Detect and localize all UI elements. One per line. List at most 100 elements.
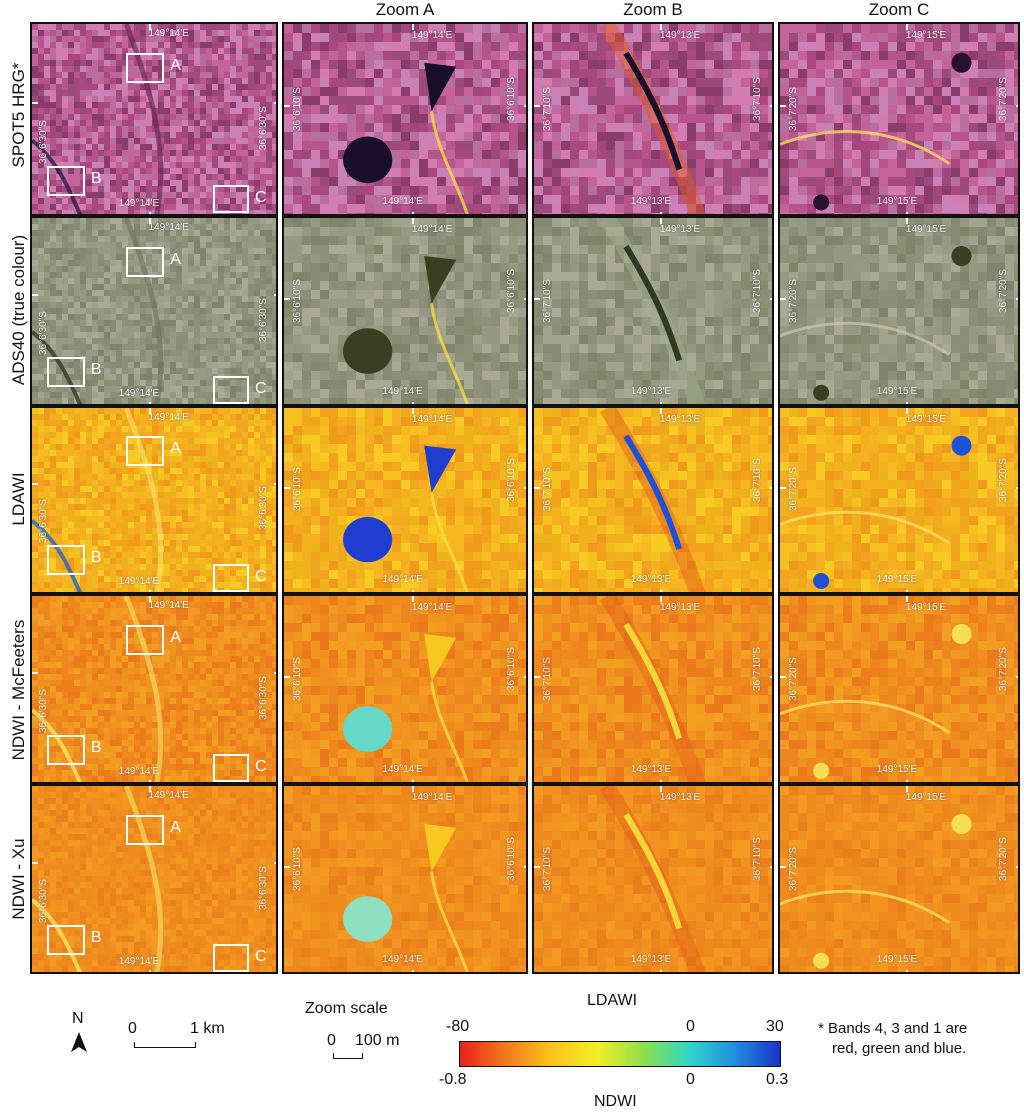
raster-image	[780, 596, 1018, 782]
longitude-label-bottom: 149°13'E	[630, 574, 672, 585]
zoom-box-c	[213, 943, 250, 972]
longitude-label-top: 149°13'E	[659, 792, 701, 803]
coordinate-tick	[905, 402, 908, 404]
coordinate-tick	[148, 596, 151, 602]
overview-panel-ads: 149°14'E 149°14'E 36°6'30"S 36°6'30"S A B C	[30, 216, 278, 406]
longitude-label-bottom: 149°15'E	[876, 574, 918, 585]
colorbar-bottom-tick-min: -0.8	[439, 1071, 467, 1088]
raster-image	[534, 786, 772, 972]
zoom-box-a	[126, 53, 165, 84]
latitude-label-left: 36°7'20"S	[788, 846, 799, 891]
longitude-label-top: 149°13'E	[659, 30, 701, 41]
raster-image	[284, 24, 526, 214]
coordinate-tick	[148, 408, 151, 414]
raster-image	[780, 218, 1018, 404]
coordinate-tick	[284, 486, 290, 489]
coordinate-tick	[1016, 105, 1018, 108]
latitude-label-right: 36°7'20"S	[998, 458, 1009, 502]
zoom-panel-spot-b: 149°13'E 149°13'E 36°7'10"S 36°7'10"S	[532, 22, 774, 216]
coordinate-tick	[905, 212, 908, 214]
longitude-label-top: 149°13'E	[659, 602, 701, 613]
latitude-label-left: 36°7'10"S	[542, 86, 553, 131]
coordinate-tick	[148, 24, 151, 30]
latitude-label-right: 36°7'10"S	[752, 77, 763, 121]
coordinate-tick	[148, 212, 151, 214]
latitude-label-left: 36°7'20"S	[788, 467, 799, 512]
zoom-scale-line	[333, 1053, 363, 1059]
coordinate-tick	[534, 105, 540, 108]
overview-panel-spot: 149°14'E 149°14'E 36°6'30"S 36°6'30"S A B C	[30, 22, 278, 216]
coordinate-tick	[780, 865, 786, 868]
latitude-label-left: 36°6'30"S	[38, 878, 49, 923]
latitude-label-left: 36°6'10"S	[292, 86, 303, 131]
zoom-scale-title: Zoom scale	[305, 1000, 388, 1017]
coordinate-tick	[534, 486, 540, 489]
coordinate-tick	[780, 486, 786, 489]
zoom-box-label-b: B	[90, 928, 102, 946]
overview-panel-xu: 149°14'E 149°14'E 36°6'30"S 36°6'30"S A B C	[30, 784, 278, 974]
coordinate-tick	[411, 218, 414, 224]
column-header-zoom-c: Zoom C	[868, 0, 930, 19]
coordinate-tick	[411, 24, 414, 30]
latitude-label-left: 36°6'30"S	[38, 119, 49, 164]
longitude-label-bottom: 149°14'E	[118, 956, 160, 967]
longitude-label-bottom: 149°15'E	[876, 386, 918, 397]
coordinate-tick	[780, 105, 786, 108]
latitude-label-right: 36°7'20"S	[998, 647, 1009, 691]
colorbar-title-bottom: NDWI	[594, 1093, 637, 1110]
zoom-panel-spot-a: 149°14'E 149°14'E 36°6'10"S 36°6'10"S	[282, 22, 528, 216]
longitude-label-top: 149°13'E	[659, 224, 701, 235]
coordinate-tick	[770, 865, 772, 868]
km-scale-line	[134, 1042, 196, 1048]
coordinate-tick	[659, 24, 662, 30]
longitude-label-top: 149°14'E	[148, 412, 189, 423]
longitude-label-top: 149°15'E	[905, 414, 947, 425]
coordinate-tick	[905, 780, 908, 782]
zoom-box-label-c: C	[255, 947, 267, 965]
colorbar-title-top: LDAWI	[587, 992, 638, 1009]
zoom-box-b	[46, 356, 85, 387]
coordinate-tick	[148, 970, 151, 972]
latitude-label-right: 36°6'30"S	[258, 865, 269, 910]
coordinate-tick	[534, 865, 540, 868]
coordinate-tick	[148, 218, 151, 224]
raster-image	[32, 596, 276, 782]
latitude-label-right: 36°7'10"S	[752, 647, 763, 691]
raster-image	[534, 24, 772, 214]
coordinate-tick	[780, 297, 786, 300]
longitude-label-bottom: 149°14'E	[382, 574, 423, 585]
longitude-label-bottom: 149°14'E	[382, 386, 423, 397]
zoom-scale-zero: 0	[327, 1032, 336, 1049]
longitude-label-bottom: 149°14'E	[118, 576, 160, 587]
zoom-box-label-a: A	[170, 57, 181, 75]
zoom-box-label-a: A	[170, 628, 181, 646]
coordinate-tick	[1016, 486, 1018, 489]
coordinate-tick	[524, 675, 526, 678]
zoom-box-label-c: C	[255, 757, 267, 775]
latitude-label-left: 36°7'20"S	[788, 86, 799, 131]
latitude-label-left: 36°6'30"S	[38, 688, 49, 733]
coordinate-tick	[274, 862, 276, 864]
zoom-box-label-c: C	[255, 379, 267, 397]
north-label: N	[72, 1010, 84, 1027]
latitude-label-left: 36°7'20"S	[788, 278, 799, 323]
coordinate-tick	[1016, 297, 1018, 300]
zoom-panel-xu-c: 149°15'E 149°15'E 36°7'20"S 36°7'20"S	[778, 784, 1020, 974]
coordinate-tick	[534, 297, 540, 300]
zoom-panel-mcf-a: 149°14'E 149°14'E 36°6'10"S 36°6'10"S	[282, 594, 528, 784]
latitude-label-left: 36°6'30"S	[38, 310, 49, 355]
longitude-label-bottom: 149°15'E	[876, 764, 918, 775]
latitude-label-right: 36°7'20"S	[998, 77, 1009, 121]
raster-image	[32, 786, 276, 972]
coordinate-tick	[411, 402, 414, 404]
zoom-box-label-b: B	[90, 549, 102, 567]
coordinate-tick	[905, 786, 908, 792]
raster-image	[534, 218, 772, 404]
coordinate-tick	[32, 294, 38, 296]
zoom-panel-spot-c: 149°15'E 149°15'E 36°7'20"S 36°7'20"S	[778, 22, 1020, 216]
zoom-box-b	[46, 734, 85, 765]
longitude-label-top: 149°14'E	[148, 222, 189, 233]
coordinate-tick	[1016, 865, 1018, 868]
coordinate-tick	[32, 483, 38, 486]
zoom-box-label-c: C	[255, 189, 267, 207]
